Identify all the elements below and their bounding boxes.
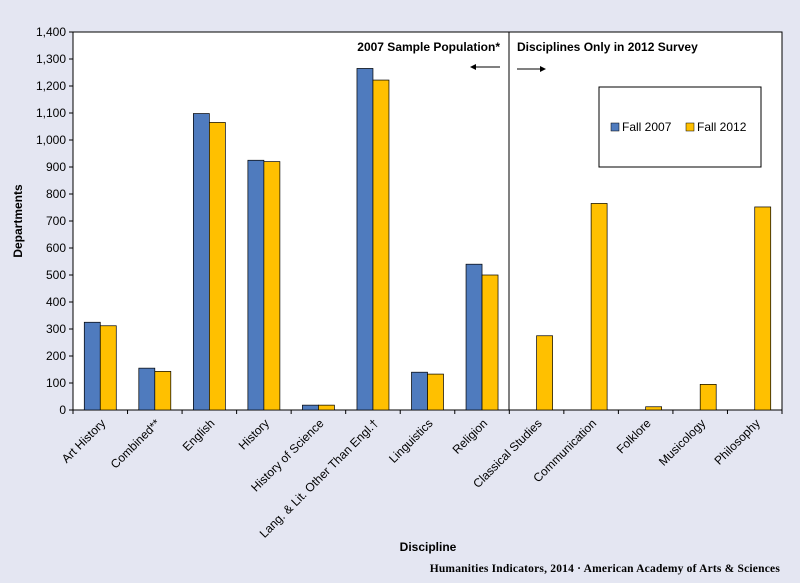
- y-tick-label: 1,200: [36, 79, 66, 93]
- arrow-left-icon: [470, 64, 500, 70]
- y-tick-label: 1,400: [36, 25, 66, 39]
- legend: Fall 2007 Fall 2012: [598, 86, 762, 168]
- legend-label-2012: Fall 2012: [697, 120, 747, 134]
- y-tick-label: 900: [46, 160, 66, 174]
- y-tick-label: 400: [46, 295, 66, 309]
- y-tick-label: 100: [46, 376, 66, 390]
- section-label-2007: 2007 Sample Population*: [357, 40, 500, 54]
- bar-fall-2007: [302, 404, 319, 411]
- bar-fall-2007: [247, 159, 265, 411]
- y-tick-label: 1,300: [36, 52, 66, 66]
- bar-fall-2012: [536, 335, 553, 411]
- bar-fall-2012: [318, 404, 335, 411]
- x-tick-label: Religion: [450, 416, 491, 457]
- bar-fall-2012: [590, 203, 608, 411]
- legend-box: [598, 86, 762, 168]
- bar-fall-2007: [411, 371, 428, 411]
- x-tick-label: Art History: [59, 416, 109, 466]
- x-tick-label: History: [236, 416, 272, 452]
- x-tick-label: Folklore: [614, 416, 654, 456]
- bar-fall-2007: [138, 367, 156, 411]
- y-tick-label: 200: [46, 349, 66, 363]
- x-tick-label: English: [180, 416, 218, 454]
- legend-swatch-2007: [610, 122, 620, 132]
- bar-fall-2007: [83, 321, 101, 411]
- y-tick-label: 0: [59, 403, 66, 417]
- x-axis-ticks: Art History Combined** English HistoryHisto…: [59, 410, 783, 541]
- legend-swatch-2012: [685, 122, 695, 132]
- bars: [83, 68, 772, 411]
- bar-fall-2012: [754, 206, 772, 411]
- y-tick-label: 700: [46, 214, 66, 228]
- bar-fall-2007: [192, 113, 210, 411]
- y-axis-title: Departments: [11, 184, 25, 258]
- y-tick-label: 800: [46, 187, 66, 201]
- y-tick-label: 600: [46, 241, 66, 255]
- bar-fall-2012: [208, 122, 226, 411]
- x-tick-label: Combined**: [108, 416, 163, 471]
- arrow-right-icon: [517, 66, 546, 72]
- bar-fall-2012: [699, 384, 717, 411]
- x-tick-label: Musicology: [656, 416, 708, 468]
- bar-fall-2007: [356, 68, 374, 411]
- y-tick-label: 1,000: [36, 133, 66, 147]
- bar-fall-2012: [427, 373, 444, 411]
- bar-fall-2012: [645, 406, 663, 411]
- bar-fall-2012: [372, 79, 390, 411]
- y-axis-ticks: 0 100 200 300 400 500 600 700 800 900 1,000 1,100 1,…: [36, 25, 73, 417]
- y-tick-label: 500: [46, 268, 66, 282]
- x-tick-label: Linguistics: [386, 416, 436, 466]
- y-tick-label: 300: [46, 322, 66, 336]
- bar-fall-2012: [154, 371, 172, 411]
- y-tick-label: 1,100: [36, 106, 66, 120]
- x-tick-label: Philosophy: [711, 416, 762, 467]
- bar-fall-2012: [481, 274, 499, 411]
- bar-fall-2012: [99, 325, 117, 411]
- bar-fall-2012: [263, 161, 281, 411]
- bar-fall-2007: [465, 263, 483, 411]
- legend-label-2007: Fall 2007: [622, 120, 672, 134]
- x-axis-title: Discipline: [400, 540, 457, 554]
- section-label-2012: Disciplines Only in 2012 Survey: [517, 40, 698, 54]
- credit-line: Humanities Indicators, 2014 · American A…: [430, 563, 781, 575]
- x-tick-label: Lang. & Lit. Other Than Engl.†: [257, 416, 381, 540]
